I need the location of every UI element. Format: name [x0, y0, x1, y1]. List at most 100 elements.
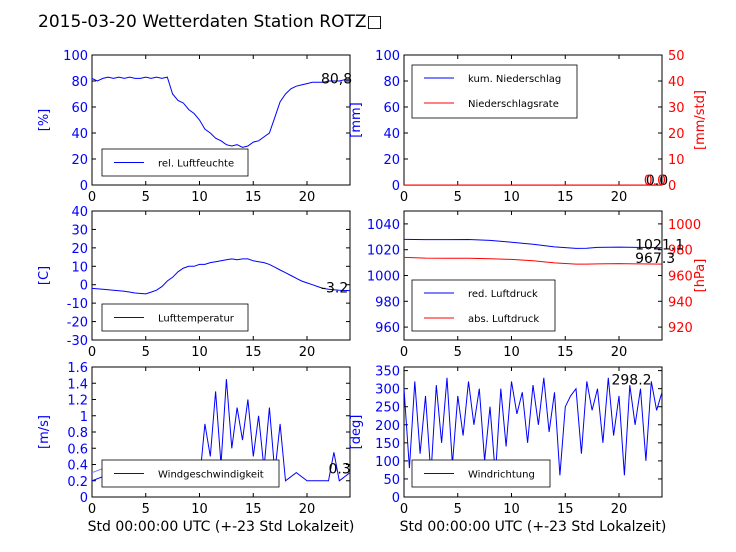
y-tick-label: 1040	[367, 218, 400, 233]
x-tick-label: 0	[400, 345, 408, 360]
x-tick-label: 0	[88, 345, 96, 360]
legend-box	[101, 148, 249, 177]
x-tick-label: 20	[611, 345, 628, 360]
y-tick-label-right: 20	[668, 127, 685, 142]
series-line-red-luftdruck	[404, 238, 662, 249]
legend-label: red. Luftdruck	[468, 289, 538, 300]
x-tick-label: 5	[142, 502, 150, 517]
y-tick-label: 1.2	[67, 394, 88, 409]
y-tick-label: -30	[67, 334, 88, 349]
y-axis-label: [C]	[37, 266, 52, 285]
x-tick-label: 10	[503, 345, 520, 360]
legend-label: Windrichtung	[468, 470, 535, 481]
x-tick-label: 15	[245, 190, 262, 205]
y-axis-label: [deg]	[349, 415, 364, 450]
y-axis-label: [m/s]	[37, 415, 52, 449]
x-tick-label: 20	[299, 502, 316, 517]
y-axis-label-right: [hPa]	[693, 259, 708, 293]
x-axis-label: Std 00:00:00 UTC (+-23 Std Lokalzeit)	[88, 519, 355, 535]
y-tick-label: -20	[67, 316, 88, 331]
x-tick-label: 5	[454, 502, 462, 517]
y-tick-label: 200	[375, 419, 400, 434]
y-tick-label: 100	[375, 455, 400, 470]
y-axis-label: [mm]	[349, 102, 364, 137]
x-tick-label: 20	[299, 190, 316, 205]
y-tick-label: 50	[383, 473, 400, 488]
y-tick-label: 0	[392, 179, 400, 194]
y-tick-label: 30	[71, 223, 88, 238]
y-tick-label: 0	[80, 279, 88, 294]
figure-title: 2015-03-20 Wetterdaten Station ROTZ□	[38, 12, 383, 32]
y-tick-label: 350	[375, 365, 400, 380]
y-tick-label: 40	[383, 127, 400, 142]
value-annotation: 298.2	[611, 373, 651, 389]
x-tick-label: 10	[191, 502, 208, 517]
x-tick-label: 0	[400, 190, 408, 205]
value-annotation: 0.0	[646, 173, 668, 189]
y-tick-label-right: 920	[668, 321, 693, 336]
y-tick-label-right: 960	[668, 270, 693, 285]
legend-label: abs. Luftdruck	[468, 314, 539, 325]
x-tick-label: 10	[503, 502, 520, 517]
x-tick-label: 15	[557, 345, 574, 360]
y-tick-label: 300	[375, 383, 400, 398]
y-tick-label: 960	[375, 321, 400, 336]
x-tick-label: 10	[191, 190, 208, 205]
legend-box	[411, 279, 556, 332]
y-tick-label: 1000	[367, 270, 400, 285]
x-tick-label: 15	[245, 502, 262, 517]
legend-label: Lufttemperatur	[158, 314, 235, 325]
x-tick-label: 5	[142, 345, 150, 360]
y-tick-label: 10	[71, 260, 88, 275]
legend-label: Niederschlagsrate	[468, 99, 559, 110]
x-tick-label: 15	[557, 190, 574, 205]
y-tick-label-right: 940	[668, 295, 693, 310]
x-tick-label: 5	[454, 345, 462, 360]
y-tick-label: 60	[383, 101, 400, 116]
y-tick-label: 250	[375, 401, 400, 416]
y-tick-label-right: 30	[668, 101, 685, 116]
series-line-abs-luftdruck	[404, 256, 662, 265]
y-tick-label: 0	[80, 179, 88, 194]
y-axis-label: [%]	[37, 109, 52, 132]
y-tick-label: 0.6	[67, 442, 88, 457]
value-annotation: 1021.1	[635, 238, 684, 254]
x-tick-label: 20	[611, 190, 628, 205]
y-tick-label: 100	[375, 49, 400, 64]
y-tick-label: 80	[383, 75, 400, 90]
value-annotation: 0.0	[644, 173, 666, 189]
y-axis-label-right: [mm/std]	[693, 90, 708, 150]
x-tick-label: 0	[88, 502, 96, 517]
y-tick-label: 0.2	[67, 475, 88, 490]
y-tick-label: 150	[375, 437, 400, 452]
x-tick-label: 20	[611, 502, 628, 517]
x-tick-label: 15	[245, 345, 262, 360]
chart-windspeed: 0 5 10 15 20 00.20.4 0.60.811.2 1.41.6 [m/s] Std …	[37, 361, 354, 535]
chart-pressure: 0 5 10 15 2096098010001020104092094096098010…	[367, 210, 708, 360]
value-annotation: 967.3	[635, 251, 675, 267]
series-line-lufttemperatur	[92, 258, 350, 295]
y-tick-label: 20	[71, 153, 88, 168]
x-tick-label: 0	[88, 190, 96, 205]
y-tick-label: -10	[67, 297, 88, 312]
legend-label: kum. Niederschlag	[468, 74, 561, 85]
y-tick-label: 1.4	[67, 377, 88, 392]
legend-box	[411, 64, 578, 119]
y-tick-label-right: 10	[668, 153, 685, 168]
y-tick-label: 1	[80, 410, 88, 425]
x-tick-label: 10	[191, 345, 208, 360]
y-tick-label: 40	[71, 205, 88, 220]
y-tick-label: 100	[63, 49, 88, 64]
x-tick-label: 15	[557, 502, 574, 517]
value-annotation: 80,8	[321, 71, 352, 87]
y-tick-label: 0.4	[67, 459, 88, 474]
x-tick-label: 10	[503, 190, 520, 205]
x-axis-label: Std 00:00:00 UTC (+-23 Std Lokalzeit)	[400, 519, 667, 535]
y-tick-label: 0.8	[67, 426, 88, 441]
x-tick-label: 5	[142, 190, 150, 205]
x-tick-label: 5	[454, 190, 462, 205]
x-tick-label: 0	[400, 502, 408, 517]
chart-precip: 0 5 10 15 20 0 20 40 60 80 100 0 10 20 30 40 50 [mm] [mm/s…	[349, 49, 708, 205]
value-annotation: 0.3	[329, 462, 351, 478]
